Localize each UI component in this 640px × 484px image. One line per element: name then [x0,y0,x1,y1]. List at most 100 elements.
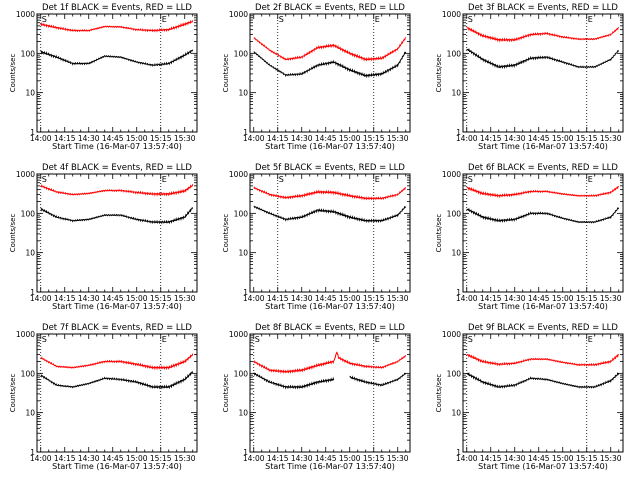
x-tick-label: 14:45 [315,454,337,463]
y-axis-label: Counts/sec [435,374,443,413]
series-events-line [466,207,620,224]
y-tick-label: 1 [456,448,461,457]
series-lld-line [466,353,619,367]
panel-det-5f: Det 5f BLACK = Events, RED = LLD 1 10 100 10… [222,163,411,311]
y-tick-label: 10 [238,409,248,418]
x-tick-label: 14:00 [456,134,478,143]
x-tick-label: 14:15 [480,454,502,463]
y-tick-label: 100 [447,369,462,378]
time-marker-label-S: S [42,335,47,344]
series-events-line [40,370,194,390]
x-axis-label: Start Time (16-Mar-07 13:57:40) [265,142,395,151]
x-tick-label: 14:30 [78,454,100,463]
x-tick-label: 14:00 [30,134,52,143]
x-tick-label: 14:00 [243,134,265,143]
x-tick-label: 15:30 [600,294,622,303]
x-tick-label: 14:00 [243,294,265,303]
y-axis-label: Counts/sec [435,214,443,253]
y-tick-label: 100 [21,369,36,378]
x-tick-label: 14:30 [504,294,526,303]
x-tick-label: 15:15 [150,294,172,303]
x-tick-label: 15:15 [576,294,598,303]
y-tick-label: 1000 [229,170,248,179]
x-tick-label: 14:30 [291,454,313,463]
x-tick-label: 14:45 [528,294,550,303]
x-tick-label: 14:30 [504,454,526,463]
y-tick-label: 1000 [16,10,35,19]
x-tick-label: 14:15 [480,134,502,143]
x-tick-label: 15:00 [339,134,361,143]
y-tick-label: 1000 [442,170,461,179]
x-tick-label: 15:00 [339,294,361,303]
x-tick-label: 14:00 [243,454,265,463]
x-tick-label: 15:15 [576,454,598,463]
time-marker-label-S: S [468,335,473,344]
y-tick-label: 10 [451,249,461,258]
x-tick-label: 14:00 [30,454,52,463]
plot-frame [462,13,624,133]
x-tick-label: 15:15 [363,294,385,303]
plot-frame [249,173,411,293]
x-tick-label: 15:15 [150,454,172,463]
x-tick-label: 15:30 [174,294,196,303]
time-marker-label-E: E [588,175,593,184]
y-tick-label: 100 [21,49,36,58]
y-tick-label: 1 [30,128,35,137]
y-axis-label: Counts/sec [435,54,443,93]
x-tick-label: 14:30 [291,134,313,143]
panel-title: Det 4f BLACK = Events, RED = LLD [42,163,192,173]
y-tick-label: 1000 [16,170,35,179]
series-lld-line [466,27,620,43]
time-marker-label-S: S [279,175,284,184]
x-tick-label: 14:15 [267,134,289,143]
y-tick-label: 1 [243,448,248,457]
y-tick-label: 1000 [442,10,461,19]
time-marker-label-S: S [42,175,47,184]
series-lld-line [466,185,619,199]
panel-det-7f: Det 7f BLACK = Events, RED = LLD 1 10 100 10… [9,323,198,471]
x-tick-label: 15:00 [126,454,148,463]
series-events-line [253,51,407,79]
panel-det-4f: Det 4f BLACK = Events, RED = LLD 1 10 100 10… [9,163,198,311]
y-tick-label: 100 [447,209,462,218]
x-axis-label: Start Time (16-Mar-07 13:57:40) [52,302,182,311]
panel-title: Det 7f BLACK = Events, RED = LLD [42,323,192,333]
x-axis-label: Start Time (16-Mar-07 13:57:40) [265,462,395,471]
x-axis-label: Start Time (16-Mar-07 13:57:40) [265,302,395,311]
x-tick-label: 14:15 [480,294,502,303]
y-axis-label: Counts/sec [9,214,17,253]
time-marker-label-E: E [375,335,380,344]
panel-title: Det 8f BLACK = Events, RED = LLD [255,323,405,333]
x-tick-label: 14:45 [102,294,124,303]
y-tick-label: 100 [234,209,249,218]
x-tick-label: 14:00 [456,294,478,303]
time-marker-label-S: S [279,15,284,24]
time-marker-label-E: E [375,175,380,184]
x-tick-label: 15:00 [126,134,148,143]
y-tick-label: 1 [243,128,248,137]
series-lld-line [253,186,407,201]
x-axis-label: Start Time (16-Mar-07 13:57:40) [52,142,182,151]
panel-title: Det 3f BLACK = Events, RED = LLD [468,3,618,13]
x-tick-label: 14:45 [315,294,337,303]
series-lld-line [40,184,194,197]
x-tick-label: 15:15 [363,134,385,143]
plot-frame [36,333,198,453]
x-tick-label: 15:30 [600,454,622,463]
panel-det-3f: Det 3f BLACK = Events, RED = LLD 1 10 100 10… [435,3,624,151]
x-tick-label: 15:15 [363,454,385,463]
x-axis-label: Start Time (16-Mar-07 13:57:40) [52,462,182,471]
y-tick-label: 1 [30,448,35,457]
y-tick-label: 10 [25,89,35,98]
y-tick-label: 1 [456,128,461,137]
x-tick-label: 15:30 [387,294,409,303]
panel-title: Det 9f BLACK = Events, RED = LLD [468,323,618,333]
x-tick-label: 14:15 [267,454,289,463]
plot-frame [462,173,624,293]
x-tick-label: 15:30 [387,134,409,143]
x-tick-label: 15:00 [552,134,574,143]
y-tick-label: 1000 [16,330,35,339]
x-axis-label: Start Time (16-Mar-07 13:57:40) [478,142,608,151]
y-tick-label: 10 [451,409,461,418]
